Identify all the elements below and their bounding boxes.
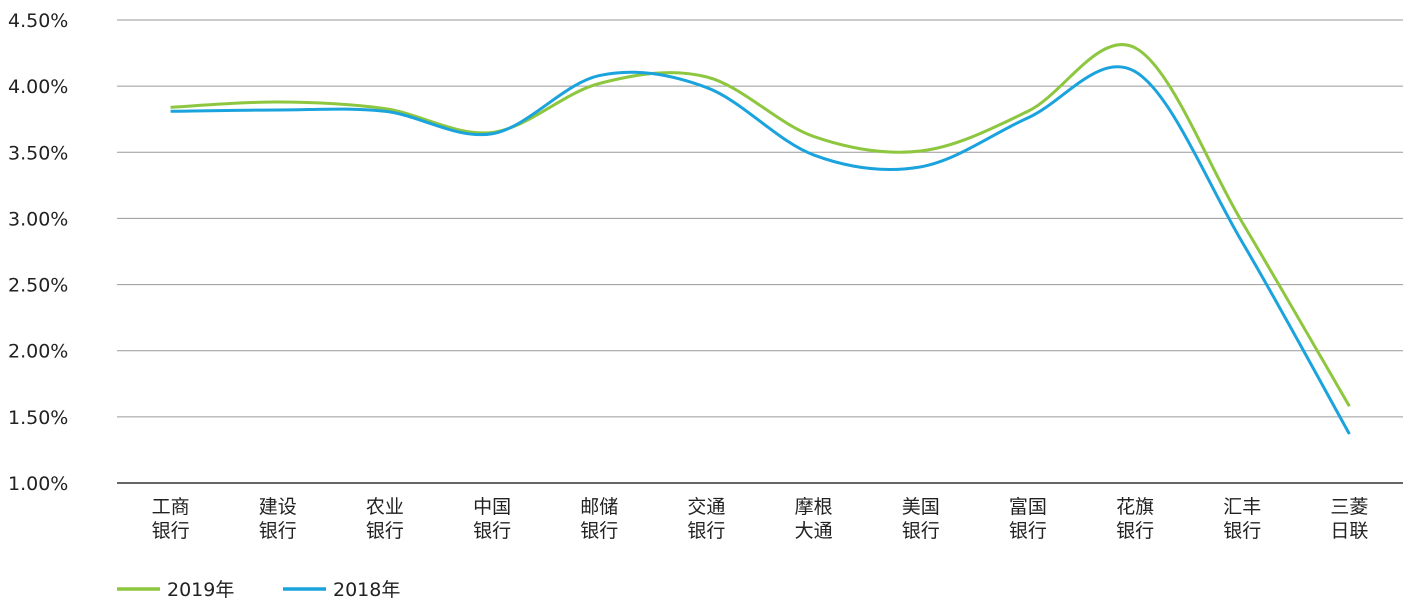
x-tick-label: 农业银行 (366, 496, 404, 542)
legend: 2019年 2018年 (117, 579, 400, 601)
x-tick-label: 建设银行 (259, 496, 297, 542)
x-axis: 工商银行 建设银行 农业银行 中国银行 邮储银行 交通银行 摩根大通 美国银行 富国银行 花旗银行… (117, 482, 1403, 542)
y-tick-label: 3.00% (8, 208, 68, 230)
legend-label-1: 2018年 (333, 579, 400, 601)
gridlines (117, 19, 1403, 418)
series-lines (170, 43, 1351, 435)
y-tick-label: 2.00% (8, 341, 68, 363)
y-tick-label: 1.00% (8, 473, 68, 495)
x-tick-label: 邮储银行 (580, 496, 618, 542)
x-tick-label: 花旗银行 (1116, 496, 1154, 542)
y-tick-label: 1.50% (8, 407, 68, 429)
x-tick-label: 交通银行 (687, 496, 725, 542)
series-line-0 (170, 43, 1351, 408)
x-tick-label: 美国银行 (902, 496, 940, 542)
series-line-1 (170, 65, 1351, 435)
legend-label-0: 2019年 (167, 579, 234, 601)
y-tick-label: 3.50% (8, 142, 68, 164)
x-tick-label: 中国银行 (473, 496, 511, 542)
x-tick-label: 摩根大通 (795, 496, 833, 542)
y-tick-label: 4.00% (8, 76, 68, 98)
x-tick-label: 三菱日联 (1330, 496, 1368, 542)
x-tick-label: 富国银行 (1009, 496, 1047, 542)
y-tick-label: 2.50% (8, 275, 68, 297)
y-tick-label: 4.50% (8, 10, 68, 32)
x-tick-label: 汇丰银行 (1223, 496, 1261, 542)
x-tick-label: 工商银行 (152, 496, 190, 542)
y-axis-tick-labels: 1.00% 1.50% 2.00% 2.50% 3.00% 3.50% 4.00% 4.50% (8, 10, 68, 495)
